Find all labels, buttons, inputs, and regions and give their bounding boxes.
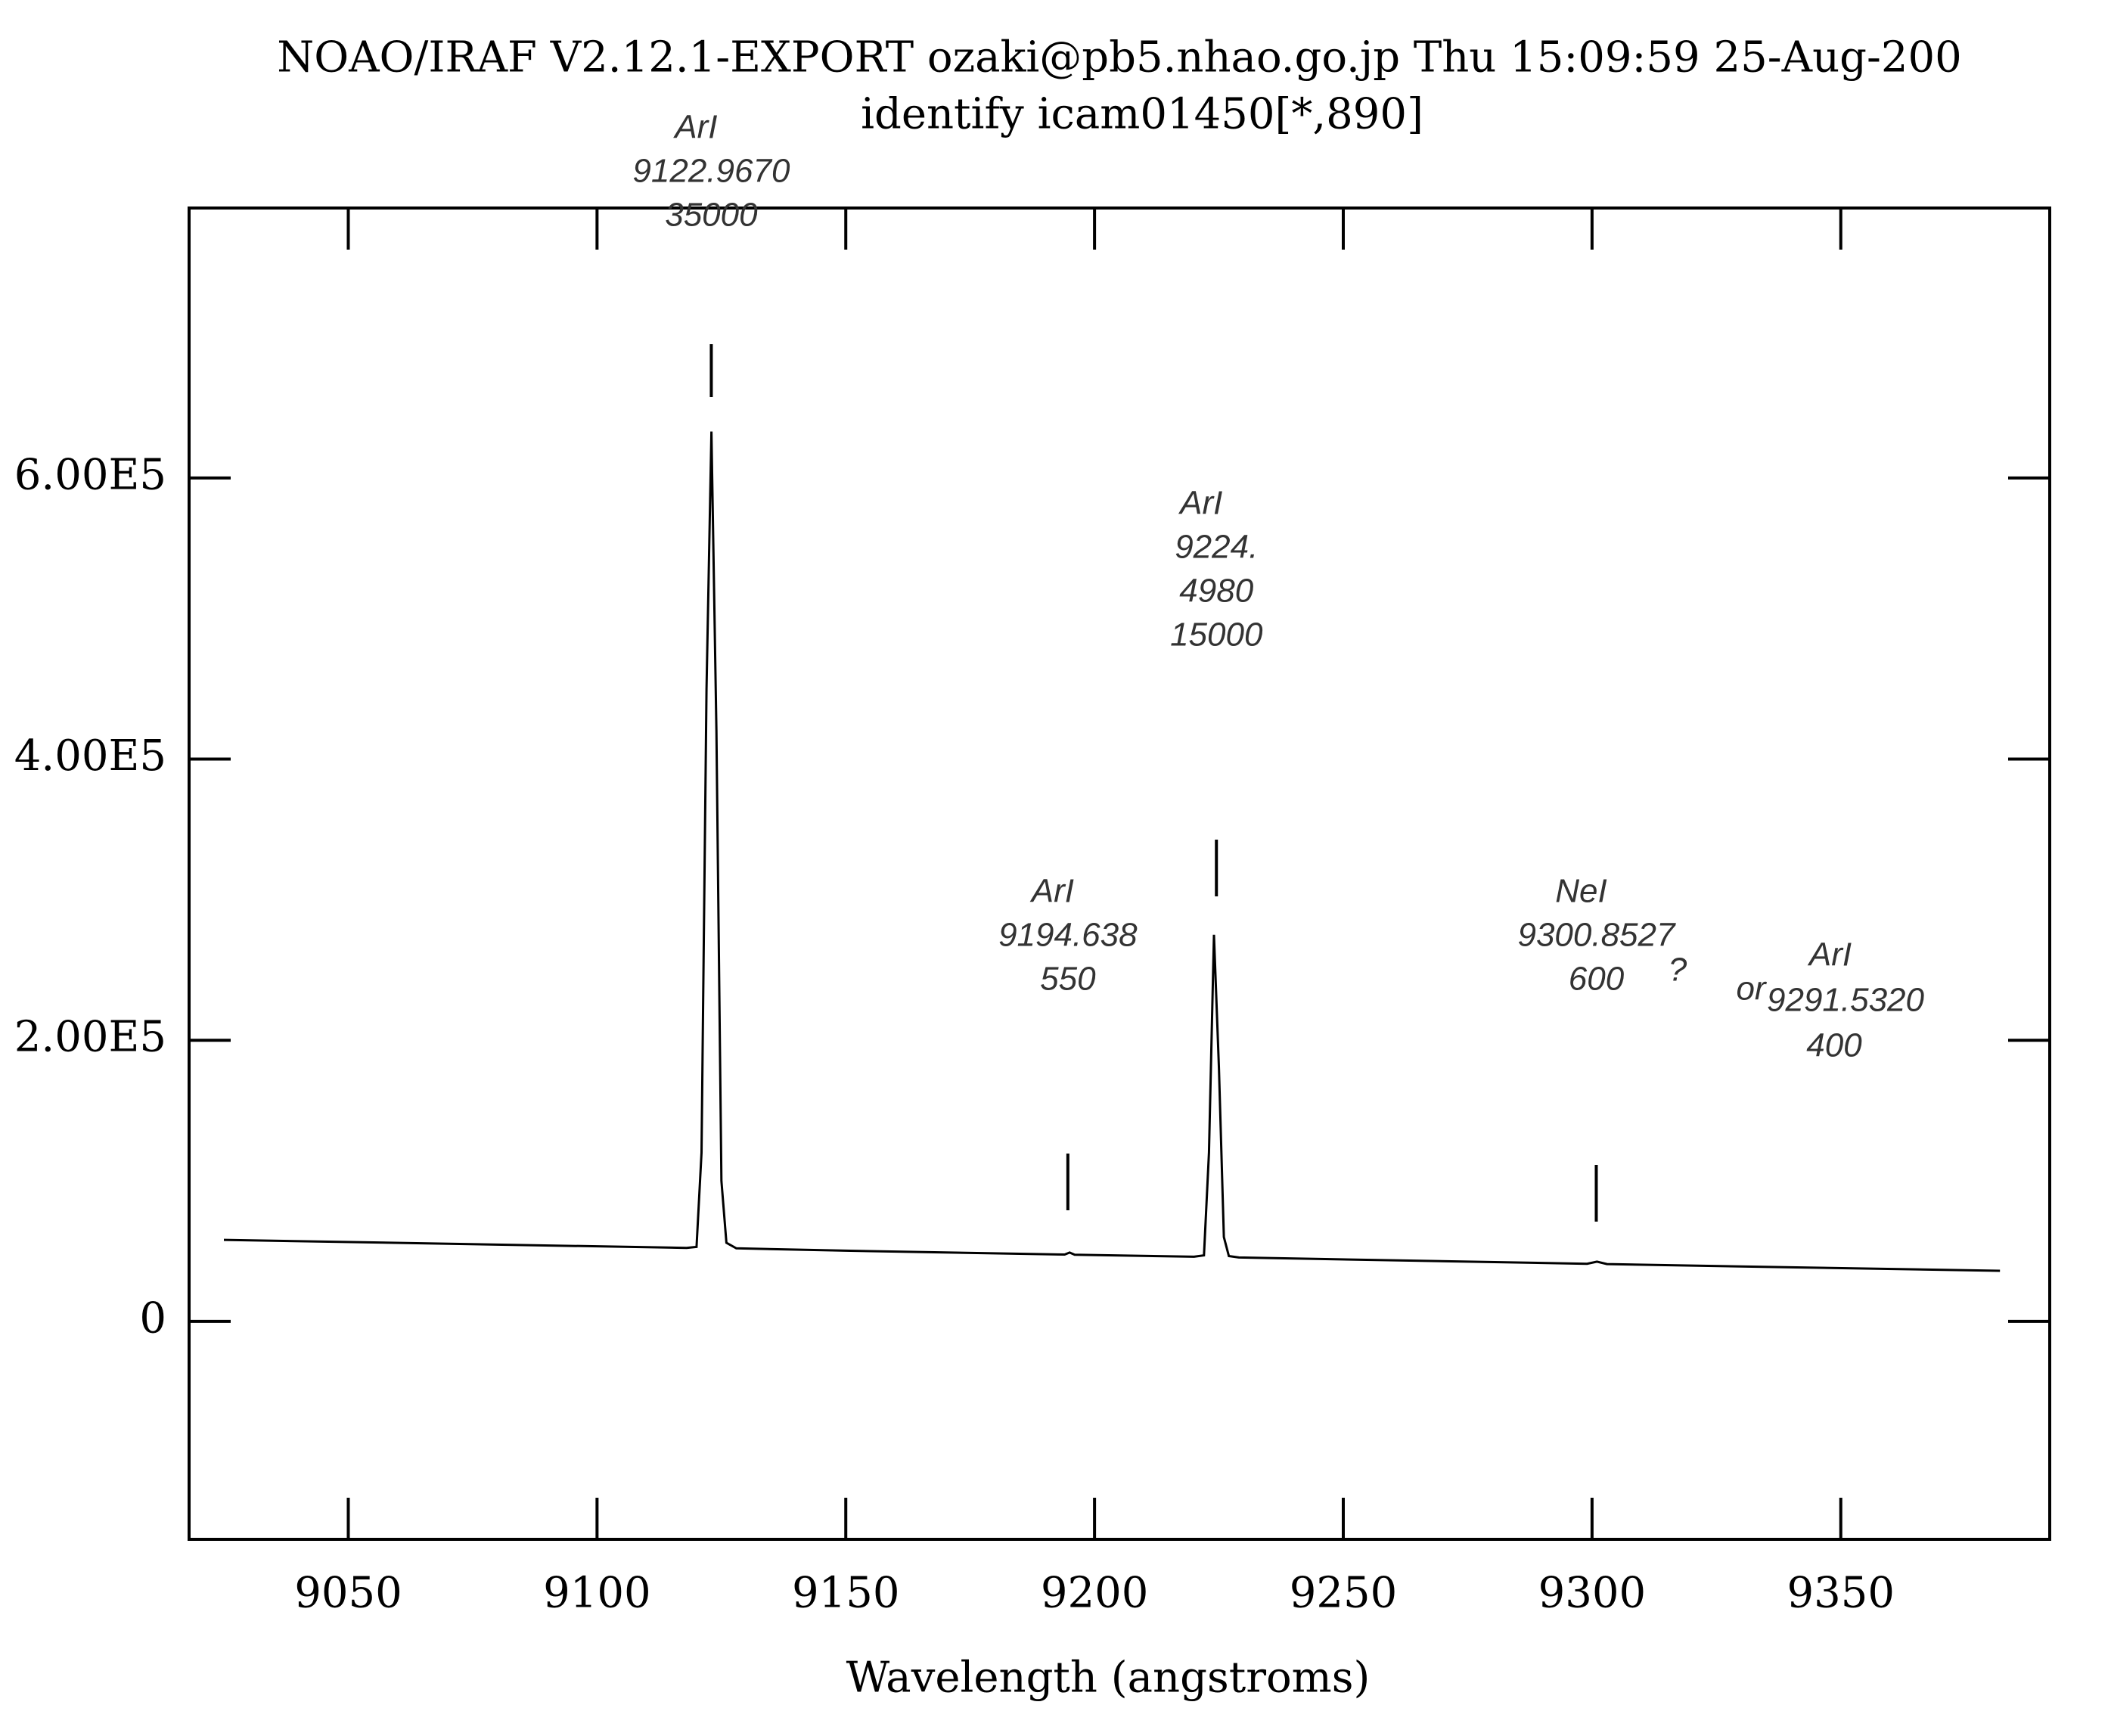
feature-label: 9122.9670	[632, 153, 790, 190]
feature-label: ArI	[1178, 485, 1222, 522]
plot-frame	[188, 207, 2051, 1541]
x-tick-label: 9100	[543, 1569, 651, 1618]
feature-label: ArI	[1029, 873, 1074, 910]
y-tick-label: 6.00E5	[14, 450, 166, 499]
annotation: ?	[1669, 952, 1687, 989]
chart-title: NOAO/IRAF V2.12.1-EXPORT ozaki@pb5.nhao.…	[277, 33, 1962, 82]
feature-label: 9224.	[1175, 529, 1258, 566]
x-tick-label: 9300	[1538, 1569, 1647, 1618]
y-tick-label: 0	[139, 1293, 166, 1343]
x-tick-label: 9350	[1787, 1569, 1895, 1618]
x-tick-label: 9050	[294, 1569, 402, 1618]
annotation: 400	[1806, 1027, 1862, 1064]
feature-label: NeI	[1555, 873, 1607, 910]
x-tick-label: 9200	[1041, 1569, 1149, 1618]
x-tick-label: 9150	[792, 1569, 900, 1618]
x-axis-label: Wavelength (angstroms)	[846, 1654, 1371, 1703]
y-tick-label: 2.00E5	[14, 1013, 166, 1062]
annotation: ArI	[1807, 936, 1852, 974]
feature-label: 4980	[1179, 573, 1253, 610]
feature-label: 9300.8527	[1517, 917, 1676, 954]
spectrum-line	[223, 431, 2001, 1272]
chart-subtitle: identify icam01450[*,890]	[861, 90, 1423, 139]
feature-label: 15000	[1170, 616, 1263, 654]
feature-label: 35000	[665, 197, 758, 234]
feature-label: ArI	[672, 109, 717, 146]
feature-label: 600	[1569, 961, 1625, 998]
annotation: or	[1736, 970, 1767, 1008]
x-tick-label: 9250	[1290, 1569, 1398, 1618]
annotation: 9291.5320	[1767, 982, 1925, 1019]
y-tick-label: 4.00E5	[14, 731, 166, 781]
feature-label: 9194.638	[998, 917, 1138, 954]
feature-label: 550	[1040, 961, 1096, 998]
